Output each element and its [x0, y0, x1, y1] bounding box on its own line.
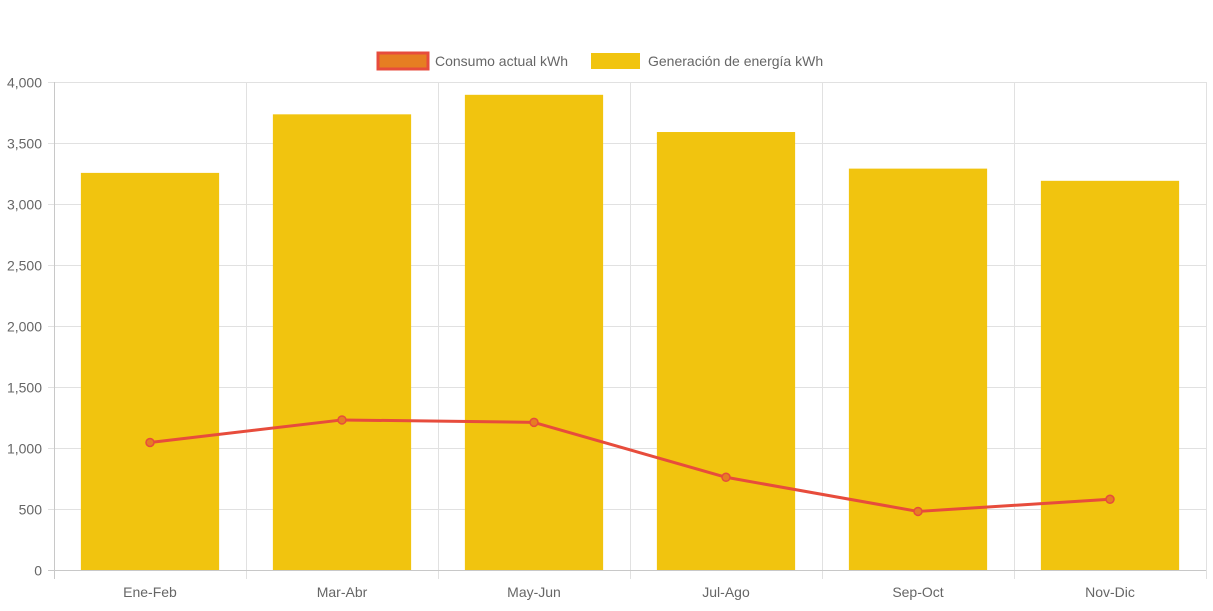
legend-swatch-consumo[interactable]: [376, 51, 430, 71]
consumo-point-ene-feb[interactable]: [145, 437, 155, 448]
x-tick-label: Jul-Ago: [702, 584, 750, 600]
consumo-point-sep-oct[interactable]: [913, 506, 923, 517]
x-tick-label: Ene-Feb: [123, 584, 177, 600]
y-tick-label: 0: [34, 563, 42, 579]
x-tick-label: Sep-Oct: [892, 584, 943, 600]
consumo-point-mar-abr[interactable]: [337, 415, 347, 425]
legend-label-consumo[interactable]: Consumo actual kWh: [435, 53, 568, 69]
legend-label-generacion[interactable]: Generación de energía kWh: [648, 53, 823, 69]
consumo-line: [149, 418, 1111, 513]
bar-ene-feb[interactable]: [80, 172, 220, 570]
bar-mar-abr[interactable]: [272, 114, 412, 570]
y-tick-label: 1,000: [7, 441, 42, 457]
x-tick-label: Nov-Dic: [1085, 584, 1135, 600]
consumo-point-may-jun[interactable]: [529, 417, 539, 428]
bar-jul-ago[interactable]: [656, 132, 796, 570]
y-tick-label: 3,500: [7, 136, 42, 152]
y-tick-label: 2,000: [7, 319, 42, 335]
y-tick-label: 2,500: [7, 258, 42, 274]
y-tick-label: 3,000: [7, 197, 42, 213]
x-tick-label: Mar-Abr: [317, 584, 368, 600]
bar-nov-dic[interactable]: [1040, 180, 1180, 570]
consumo-point-nov-dic[interactable]: [1105, 494, 1115, 504]
consumo-point-jul-ago[interactable]: [721, 472, 731, 483]
y-tick-label: 1,500: [7, 380, 42, 396]
bar-may-jun[interactable]: [464, 94, 604, 570]
x-tick-label: May-Jun: [507, 584, 561, 600]
legend-swatch-generacion[interactable]: [591, 53, 640, 69]
y-tick-label: 4,000: [7, 75, 42, 91]
y-tick-label: 500: [19, 502, 43, 518]
